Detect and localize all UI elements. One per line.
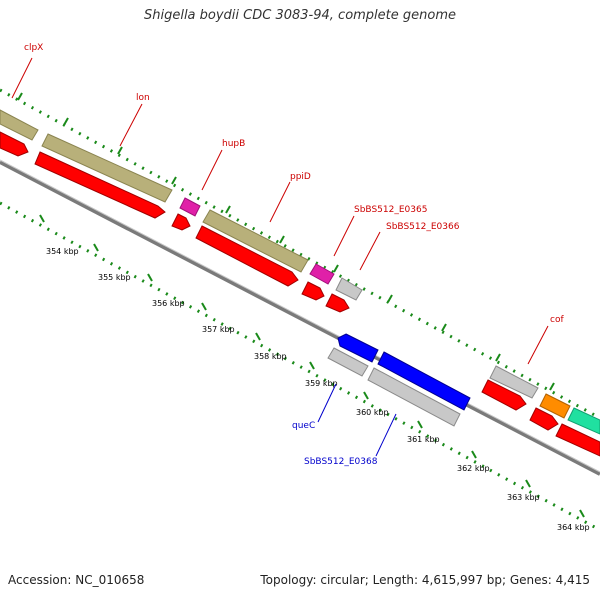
cds-hupB[interactable] — [171, 213, 191, 231]
cds-teal[interactable] — [555, 423, 600, 457]
gene-label-SbBS512_E0368[interactable]: SbBS512_E0368 — [304, 457, 378, 467]
cds-SbBS512_E0365[interactable] — [301, 281, 325, 301]
feature-SbBS512_E0368-bottom[interactable] — [367, 367, 461, 427]
feature-queC-bottom[interactable] — [327, 347, 369, 377]
tick-label-357: 357 kbp — [202, 325, 235, 334]
tick-label-360: 360 kbp — [356, 408, 389, 417]
inner-scale-line — [0, 201, 600, 532]
genome-backbone — [0, 160, 600, 476]
gene-label-clpX[interactable]: clpX — [24, 43, 43, 53]
feature-ppiD-top[interactable] — [202, 209, 309, 273]
feature-teal[interactable] — [567, 407, 600, 435]
tick-label-362: 362 kbp — [457, 464, 490, 473]
cds-SbBS512_E0368[interactable] — [377, 351, 471, 411]
accession-text: Accession: NC_010658 — [8, 573, 145, 587]
gene-label-SbBS512_E0366[interactable]: SbBS512_E0366 — [386, 222, 460, 232]
outer-scale-line — [0, 88, 600, 420]
cds-clpX[interactable] — [0, 131, 29, 157]
gene-label-queC[interactable]: queC — [292, 421, 315, 431]
gene-label-lon[interactable]: lon — [136, 93, 150, 103]
feature-SbBS512_E0366-top[interactable] — [335, 277, 363, 301]
cds-orange[interactable] — [529, 407, 559, 431]
cds-cof[interactable] — [481, 379, 527, 411]
tick-label-363: 363 kbp — [507, 493, 540, 502]
gene-label-ppiD[interactable]: ppiD — [290, 172, 311, 182]
tick-label-356: 356 kbp — [152, 299, 185, 308]
genome-title: Shigella boydii CDC 3083-94, complete ge… — [143, 8, 457, 23]
cds-SbBS512_E0366[interactable] — [325, 293, 350, 313]
tick-label-358: 358 kbp — [254, 352, 287, 361]
tick-label-355: 355 kbp — [98, 273, 131, 282]
cds-lon[interactable] — [34, 151, 166, 219]
feature-SbBS512_E0365-top[interactable] — [309, 263, 335, 285]
gene-label-hupB[interactable]: hupB — [222, 139, 245, 149]
gene-label-cof[interactable]: cof — [550, 315, 564, 325]
tick-label-354: 354 kbp — [46, 247, 79, 256]
tick-label-364: 364 kbp — [557, 523, 590, 532]
genome-summary-text: Topology: circular; Length: 4,615,997 bp… — [260, 573, 590, 587]
tick-label-359: 359 kbp — [305, 379, 338, 388]
outer-ticks — [17, 92, 555, 391]
inner-ticks — [39, 214, 585, 518]
feature-cof-top[interactable] — [489, 365, 539, 399]
feature-hupB-top[interactable] — [179, 197, 201, 217]
feature-orange[interactable] — [539, 393, 571, 419]
cds-queC[interactable] — [337, 333, 379, 363]
cds-ppiD[interactable] — [195, 225, 299, 287]
gene-label-SbBS512_E0365[interactable]: SbBS512_E0365 — [354, 205, 427, 215]
feature-clpX-top[interactable] — [0, 109, 39, 141]
tick-label-361: 361 kbp — [407, 435, 440, 444]
feature-lon-top[interactable] — [41, 133, 173, 203]
